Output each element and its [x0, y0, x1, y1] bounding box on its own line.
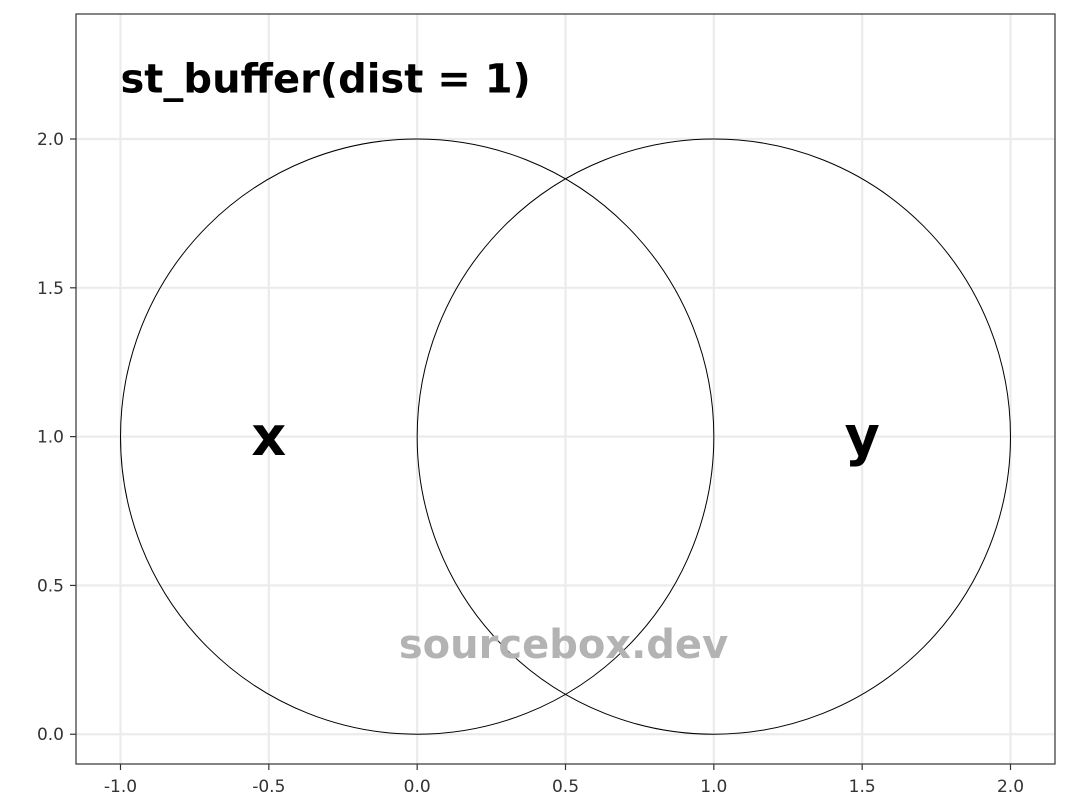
y-tick-label: 1.0 — [37, 428, 64, 448]
buffer-circle-2 — [416, 138, 1011, 735]
x-tick-label: 1.5 — [849, 777, 876, 797]
y-tick-label: 2.0 — [37, 130, 64, 150]
x-axis-ticks: -1.0 -0.5 0.0 0.5 1.0 1.5 2.0 — [104, 764, 1024, 797]
geometry-label-x: x — [251, 405, 286, 468]
y-tick-label: 0.5 — [37, 576, 64, 596]
x-tick-label: 2.0 — [997, 777, 1024, 797]
buffer-circles — [120, 138, 1011, 735]
y-axis-ticks: 0.0 0.5 1.0 1.5 2.0 — [37, 130, 76, 745]
y-gridlines — [76, 137, 1055, 736]
x-tick-label: -1.0 — [104, 777, 137, 797]
x-tick-label: 0.0 — [404, 777, 431, 797]
geometry-label-y: y — [845, 405, 880, 468]
y-tick-label: 1.5 — [37, 279, 64, 299]
x-tick-label: -0.5 — [252, 777, 285, 797]
plot-title: st_buffer(dist = 1) — [121, 56, 531, 102]
y-tick-label: 0.0 — [37, 725, 64, 745]
watermark: sourcebox.dev — [399, 622, 728, 668]
buffer-circle-1 — [120, 138, 715, 735]
x-tick-label: 0.5 — [552, 777, 579, 797]
x-tick-label: 1.0 — [700, 777, 727, 797]
